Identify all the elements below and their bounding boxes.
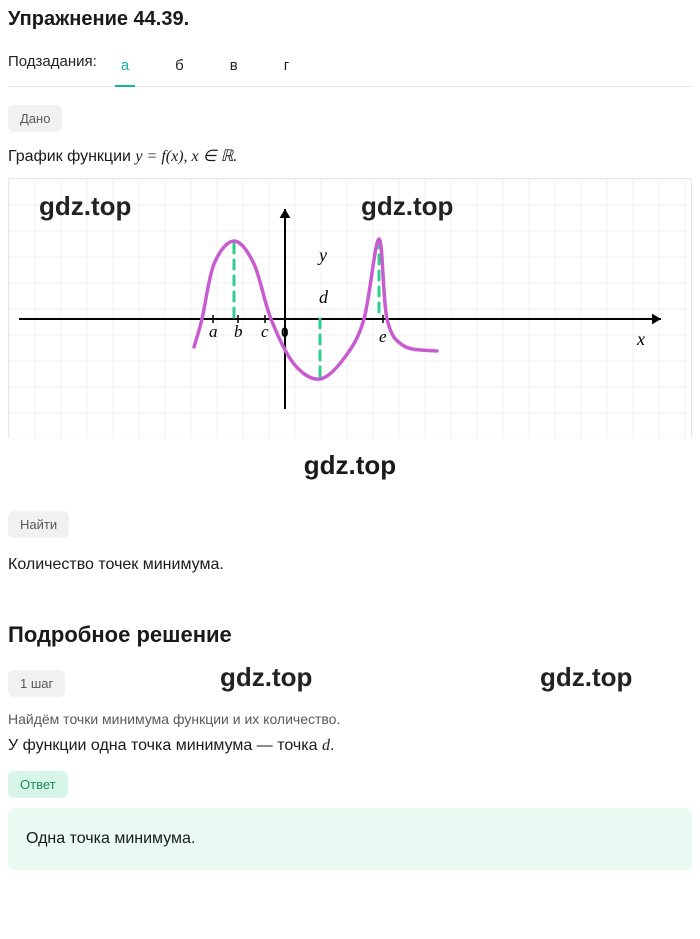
find-pill: Найти [8, 511, 69, 538]
tab-g[interactable]: г [278, 49, 295, 86]
answer-box: Одна точка минимума. [8, 808, 692, 870]
watermark-step-right: gdz.top [540, 662, 632, 693]
svg-text:d: d [319, 287, 329, 307]
function-graph-svg: y x 0 abc d e [9, 179, 691, 439]
tab-b[interactable]: б [169, 49, 190, 86]
watermark-bottom-center: gdz.top [8, 450, 692, 481]
solution-body-suffix: . [330, 737, 334, 754]
svg-text:0: 0 [281, 325, 289, 341]
solution-heading: Подробное решение [8, 622, 692, 648]
solution-body-math: d [322, 737, 330, 754]
tab-a[interactable]: а [115, 49, 135, 86]
svg-text:c: c [261, 322, 269, 341]
solution-body-prefix: У функции одна точка минимума — точка [8, 737, 322, 754]
svg-text:y: y [317, 245, 327, 265]
given-prefix: График функции [8, 148, 135, 165]
watermark-step-left: gdz.top [220, 662, 312, 693]
subtask-tabs: а б в г [115, 49, 295, 86]
given-pill: Дано [8, 105, 62, 132]
answer-pill: Ответ [8, 771, 68, 798]
given-text: График функции y = f(x), x ∈ ℝ. [8, 146, 692, 166]
graph-figure: yx0abcde gdz.top gdz.top [8, 178, 692, 438]
tab-v[interactable]: в [224, 49, 244, 86]
solution-body: У функции одна точка минимума — точка d. [8, 737, 692, 755]
exercise-title: Упражнение 44.39. [8, 8, 692, 31]
step-pill: 1 шаг [8, 670, 65, 697]
svg-text:a: a [209, 322, 218, 341]
answer-text: Одна точка минимума. [26, 830, 195, 847]
step-text: Найдём точки минимума функции и их колич… [8, 711, 692, 727]
subtask-row: Подзадания: а б в г [8, 49, 692, 87]
find-text: Количество точек минимума. [8, 556, 692, 574]
svg-text:e: e [379, 327, 387, 346]
svg-text:b: b [234, 322, 243, 341]
svg-text:x: x [636, 329, 645, 349]
given-math: y = f(x), x ∈ ℝ. [135, 148, 237, 165]
subtask-label: Подзадания: [8, 53, 97, 82]
